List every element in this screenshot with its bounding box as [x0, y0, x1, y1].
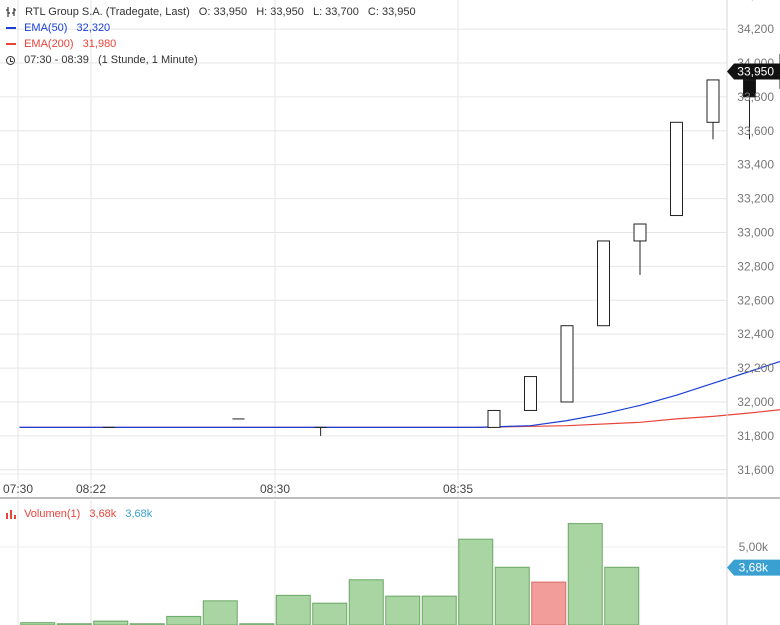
- price-tick-label: 33,600: [737, 124, 774, 138]
- candle-body: [597, 240, 610, 327]
- clock-icon: [6, 55, 15, 65]
- ema50-line-layer: [19, 360, 780, 428]
- ema50-line: [19, 360, 780, 428]
- price-tick-label: 32,200: [737, 361, 774, 375]
- candle: [524, 376, 537, 411]
- ema50-value: 32,320: [76, 22, 111, 34]
- volume-bar: [531, 581, 567, 625]
- price-badge-text: 33,950: [737, 64, 774, 78]
- grid-lines: [0, 0, 727, 625]
- volume-bar: [348, 579, 384, 625]
- ema50-legend[interactable]: EMA(50) 32,320: [6, 21, 110, 35]
- ema200-label: EMA(200): [24, 38, 74, 50]
- price-tick-label: 34,400: [737, 0, 774, 2]
- ema200-value: 31,980: [82, 38, 117, 50]
- volume-bar: [312, 602, 348, 625]
- volume-bars-icon: [6, 509, 16, 519]
- candle: [560, 325, 574, 403]
- volume-bar: [202, 600, 238, 625]
- candle: [706, 79, 720, 140]
- ema50-label: EMA(50): [24, 22, 68, 34]
- price-tick-label: 33,000: [737, 225, 774, 239]
- ohlc-icon: [6, 7, 16, 18]
- candle-body: [524, 376, 537, 411]
- time-range-legend: 07:30 - 08:39 (1 Stunde, 1 Minute): [6, 53, 198, 67]
- current-volume-badge: 3,68k: [727, 559, 780, 576]
- price-tick-label: 32,000: [737, 395, 774, 409]
- volume-bar: [129, 623, 165, 625]
- candle-body: [487, 409, 501, 428]
- candle: [487, 409, 501, 428]
- volume-bar: [421, 595, 457, 625]
- ema200-line-layer: [19, 409, 780, 428]
- candle: [670, 121, 683, 217]
- time-tick-label: 08:35: [443, 482, 473, 496]
- volume-bar: [56, 623, 92, 625]
- candle-body: [560, 325, 574, 403]
- volume-bars-layer: [20, 523, 640, 625]
- volume-bar: [166, 615, 202, 625]
- price-badge-shape: [727, 63, 780, 80]
- current-price-badge: 33,950: [727, 63, 780, 80]
- price-tick-label: 32,400: [737, 327, 774, 341]
- candle: [597, 240, 610, 327]
- price-tick-label: 32,600: [737, 293, 774, 307]
- interval-text: (1 Stunde, 1 Minute): [97, 54, 198, 66]
- time-tick-label: 07:30: [3, 482, 33, 496]
- ohlc-legend: RTL Group S.A. (Tradegate, Last) O: 33,9…: [6, 5, 416, 19]
- candle: [314, 426, 327, 436]
- ema200-line: [19, 409, 780, 428]
- ema200-legend[interactable]: EMA(200) 31,980: [6, 37, 116, 51]
- time-range: 07:30 - 08:39: [24, 54, 89, 66]
- candle-body: [670, 121, 683, 217]
- close-value: C: 33,950: [367, 6, 416, 18]
- volume-bar: [239, 623, 275, 625]
- volume-bar: [458, 538, 494, 625]
- volume-bar: [567, 523, 603, 625]
- low-value: L: 33,700: [312, 6, 359, 18]
- price-tick-label: 33,200: [737, 192, 774, 206]
- volume-tick-label: 5,00k: [739, 540, 769, 554]
- volume-value-red: 3,68k: [89, 508, 117, 520]
- time-tick-label: 08:30: [260, 482, 290, 496]
- high-value: H: 33,950: [256, 6, 304, 18]
- candle-body: [633, 223, 647, 242]
- price-tick-label: 32,800: [737, 259, 774, 273]
- volume-bar: [275, 594, 311, 625]
- volume-bar: [385, 595, 421, 625]
- time-tick-label: 08:22: [76, 482, 106, 496]
- price-tick-label: 33,400: [737, 158, 774, 172]
- volume-bar: [93, 620, 129, 625]
- volume-badge-text: 3,68k: [739, 561, 769, 575]
- volume-bar: [494, 566, 530, 625]
- volume-value-blue: 3,68k: [125, 508, 153, 520]
- candle: [743, 79, 756, 140]
- volume-label: Volumen(1): [24, 508, 81, 520]
- price-tick-label: 31,800: [737, 429, 774, 443]
- price-tick-label: 34,200: [737, 22, 774, 36]
- volume-legend: Volumen(1) 3,68k 3,68k: [6, 507, 152, 521]
- candles-layer: [102, 54, 780, 436]
- volume-bar: [604, 566, 640, 625]
- price-tick-label: 31,600: [737, 463, 774, 477]
- price-tick-label: 33,800: [737, 90, 774, 104]
- candle-body: [706, 79, 720, 123]
- volume-badge-shape: [727, 559, 780, 576]
- open-value: O: 33,950: [198, 6, 248, 18]
- instrument-name: RTL Group S.A. (Tradegate, Last): [25, 6, 190, 18]
- candle-body: [743, 79, 756, 98]
- ema50-swatch-icon: [6, 27, 16, 30]
- ema200-swatch-icon: [6, 43, 16, 46]
- candle: [633, 223, 647, 275]
